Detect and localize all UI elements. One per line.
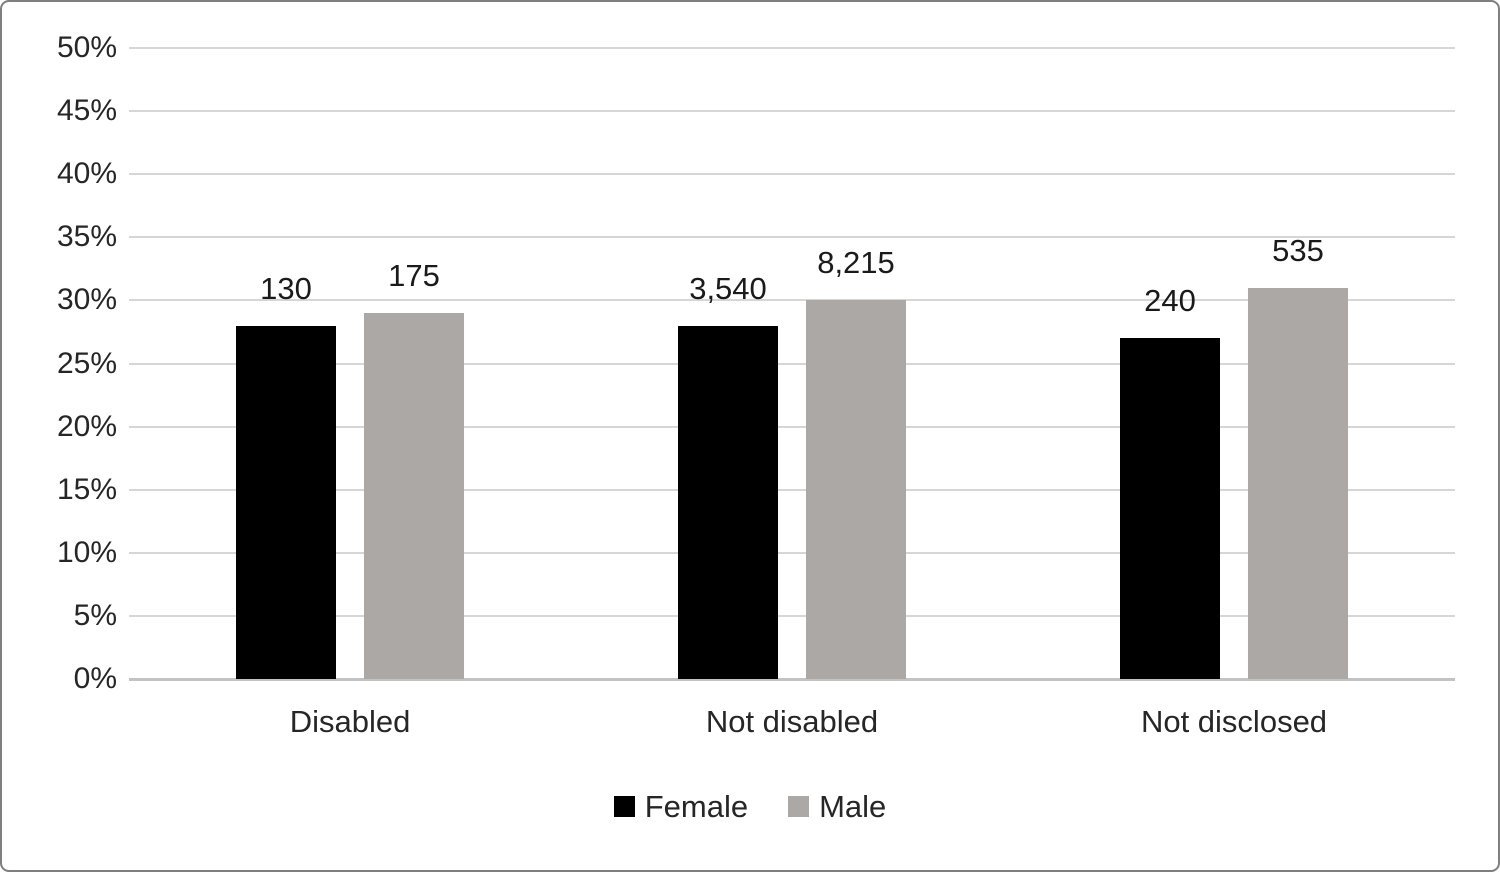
- y-tick-label: 5%: [73, 598, 117, 632]
- y-tick-label: 35%: [56, 220, 117, 254]
- bar-female-not-disabled: [678, 325, 778, 679]
- legend-swatch-male: [788, 796, 810, 817]
- bar-value-label: 3,540: [689, 270, 767, 306]
- category-label-not-disabled: Not disabled: [705, 704, 879, 739]
- bar-male-disabled: [364, 313, 464, 679]
- y-tick-label: 0%: [73, 662, 117, 695]
- legend-swatch-female: [613, 796, 635, 817]
- bar-value-label: 175: [388, 257, 440, 293]
- y-tick-label: 40%: [56, 157, 117, 191]
- y-tick-label: 25%: [56, 346, 117, 380]
- bar-value-label: 130: [260, 270, 312, 306]
- bar-value-label: 535: [1272, 232, 1324, 268]
- y-tick-label: 50%: [56, 31, 117, 64]
- y-tick-label: 45%: [56, 94, 117, 128]
- gridline: [129, 236, 1455, 239]
- legend-item-male: Male: [788, 791, 886, 822]
- category-label-not-disclosed: Not disclosed: [1140, 704, 1328, 739]
- bar-female-disabled: [236, 325, 336, 679]
- gridline: [129, 551, 1455, 554]
- category-label-disabled: Disabled: [289, 704, 411, 739]
- gridline: [129, 299, 1455, 302]
- y-tick-label: 10%: [56, 535, 117, 569]
- bar-male-not-disabled: [806, 300, 906, 679]
- plot-area: 130 175 3,540 8,215 240 535: [129, 47, 1455, 681]
- gridline: [129, 614, 1455, 617]
- legend-label: Male: [819, 789, 887, 824]
- gridline: [129, 362, 1455, 365]
- y-tick-label: 30%: [56, 283, 117, 317]
- y-tick-label: 15%: [56, 472, 117, 506]
- gridline: [129, 110, 1455, 113]
- bar-female-not-disclosed: [1120, 338, 1220, 679]
- y-tick-label: 20%: [56, 409, 117, 443]
- gridline: [129, 425, 1455, 428]
- bar-value-label: 240: [1144, 283, 1196, 319]
- gridline: [129, 47, 1455, 49]
- gridline: [129, 173, 1455, 176]
- legend-item-female: Female: [613, 789, 749, 824]
- bar-male-not-disclosed: [1248, 287, 1348, 679]
- x-axis-line: [129, 678, 1455, 681]
- legend-label: Female: [644, 789, 749, 824]
- gridline: [129, 488, 1455, 491]
- legend: Female Male: [2, 791, 1498, 822]
- bar-value-label: 8,215: [817, 245, 895, 281]
